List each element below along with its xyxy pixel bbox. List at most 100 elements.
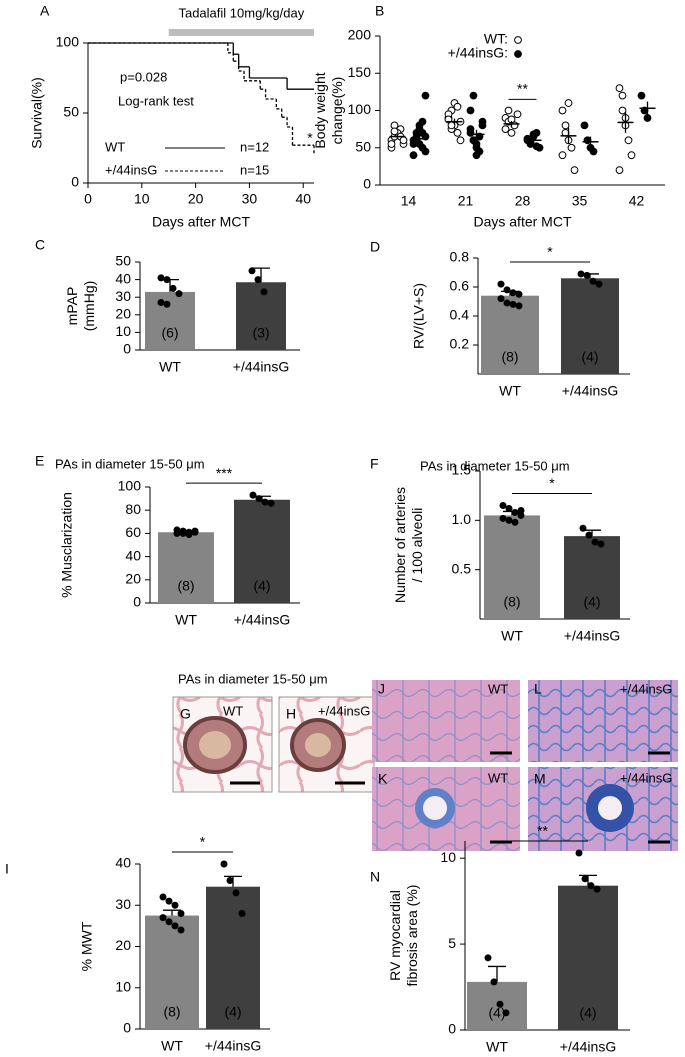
n-label: (8) (177, 578, 194, 594)
x-tick-label: 40 (295, 191, 311, 207)
panel-letter: K (378, 771, 388, 787)
panel-letter: B (375, 3, 384, 19)
image-l (528, 680, 678, 762)
bar (558, 885, 618, 1030)
bar (484, 515, 540, 619)
significance: * (549, 475, 555, 491)
y-tick-label: 0 (448, 1021, 456, 1037)
data-point (581, 875, 589, 883)
data-point (171, 922, 179, 930)
y-axis-label: % MWT (79, 921, 95, 971)
bar (145, 915, 199, 1029)
legend-n: n=12 (240, 139, 269, 154)
data-point (249, 491, 257, 499)
y-tick-label: 0 (123, 341, 131, 357)
y-tick-label: 80 (125, 501, 141, 517)
n-label: (4) (583, 594, 600, 610)
x-tick-label: WT (161, 1038, 183, 1054)
panel-letter: E (35, 453, 44, 469)
data-point (558, 151, 567, 160)
data-point (532, 142, 541, 151)
x-tick-label: 30 (242, 191, 258, 207)
y-tick-label: 0.8 (450, 249, 470, 265)
n-label: (8) (163, 1004, 180, 1020)
y-tick-label: 50 (115, 253, 131, 269)
image-label: WT (223, 703, 243, 718)
data-point (260, 288, 268, 296)
data-point (529, 130, 538, 139)
data-point (561, 121, 570, 130)
x-tick-label: WT (499, 383, 521, 399)
legend-label: +/44insG (105, 162, 157, 177)
chart-title: PAs in diameter 15-50 μm (420, 458, 570, 473)
data-point (595, 280, 603, 288)
legend-label: WT (105, 139, 125, 154)
data-point (589, 277, 597, 285)
legend-n: n=15 (240, 162, 269, 177)
data-point (503, 299, 511, 307)
bar (206, 886, 260, 1029)
data-point (185, 531, 193, 539)
data-point (163, 276, 171, 284)
data-point (453, 102, 462, 111)
data-point (515, 290, 523, 298)
data-point (169, 284, 177, 292)
data-point (615, 84, 624, 93)
x-tick-label: +/44insG (562, 383, 618, 399)
bar (481, 295, 539, 374)
y-tick-label: 100 (56, 34, 80, 50)
data-point (505, 504, 513, 512)
treatment-label: Tadalafil 10mg/kg/day (178, 5, 304, 20)
x-tick-label: 28 (515, 193, 531, 209)
panel-letter: G (180, 706, 191, 722)
data-point (618, 106, 627, 115)
data-point (507, 128, 516, 137)
y-tick-label: 10 (115, 978, 131, 994)
p-value: p=0.028 (120, 69, 167, 84)
n-label: (8) (501, 349, 518, 365)
data-point (502, 1009, 510, 1017)
panel-letter: M (534, 771, 546, 787)
bar (564, 536, 620, 619)
lumen (423, 796, 447, 820)
data-point (564, 99, 573, 107)
y-axis-label: fibrosis area (%) (404, 885, 420, 987)
y-tick-label: 40 (125, 547, 141, 563)
data-point (511, 518, 519, 526)
y-tick-label: 0.6 (450, 278, 470, 294)
panel-letter: N (370, 869, 380, 885)
data-point (587, 882, 595, 890)
data-point (232, 889, 240, 897)
legend-marker (514, 36, 522, 44)
y-axis-label: (mmHg) (81, 281, 97, 332)
x-tick-label: +/44insG (564, 628, 620, 644)
data-point (511, 508, 519, 516)
image-label: +/44insG (318, 703, 370, 718)
bar (561, 278, 619, 374)
y-axis-label: Survival(%) (29, 77, 45, 149)
y-tick-label: 30 (115, 896, 131, 912)
histology-title: PAs in diameter 15-50 μm (178, 671, 328, 686)
y-tick-label: 50 (63, 104, 79, 120)
data-point (472, 151, 481, 160)
n-label: (3) (252, 325, 269, 341)
n-label: (4) (488, 1005, 505, 1021)
x-tick-label: +/44insG (233, 359, 289, 375)
data-point (238, 910, 246, 917)
legend-label: WT: (484, 31, 508, 47)
panel-letter: F (370, 456, 379, 472)
panel-letter: J (378, 681, 385, 697)
data-point (220, 860, 228, 868)
y-axis-label: % Musclarization (59, 492, 75, 598)
data-point (175, 290, 183, 298)
data-point (421, 91, 430, 100)
data-point (509, 300, 517, 308)
n-label: (4) (224, 1004, 241, 1020)
y-tick-label: 10 (440, 849, 456, 865)
data-point (177, 926, 185, 934)
bar (158, 532, 214, 603)
x-tick-label: +/44insG (234, 612, 290, 628)
n-label: (8) (503, 594, 520, 610)
significance: ** (537, 823, 548, 839)
panel-letter: C (35, 237, 45, 253)
